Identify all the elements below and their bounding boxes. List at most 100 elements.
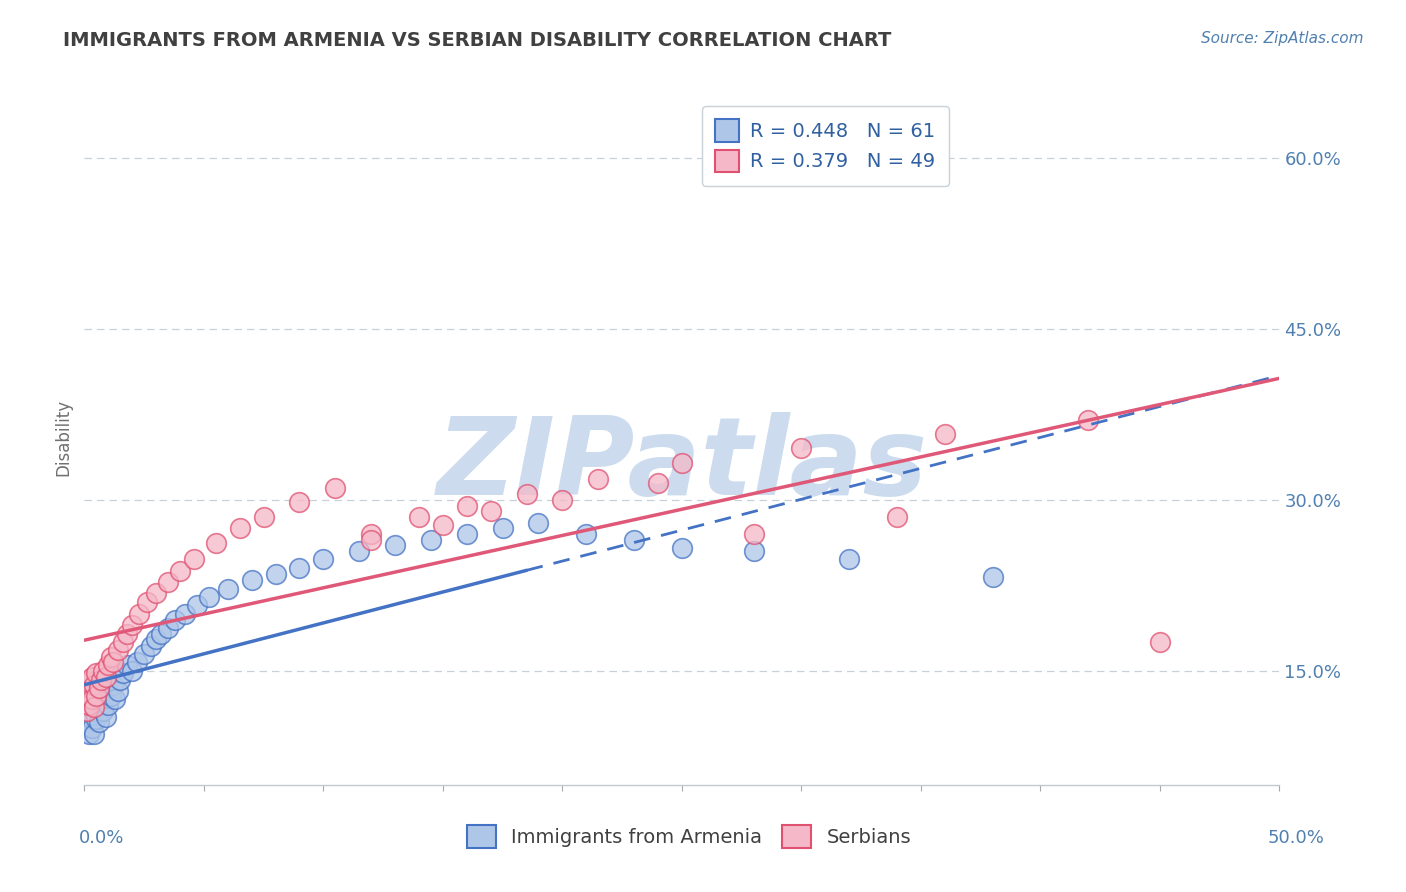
Point: [173, 607, 195, 621]
Point: [86, 689, 108, 703]
Point: [288, 495, 311, 509]
Text: IMMIGRANTS FROM ARMENIA VS SERBIAN DISABILITY CORRELATION CHART: IMMIGRANTS FROM ARMENIA VS SERBIAN DISAB…: [63, 31, 891, 50]
Point: [420, 533, 443, 547]
Point: [886, 510, 908, 524]
Point: [117, 658, 139, 673]
Point: [149, 627, 172, 641]
Point: [83, 700, 105, 714]
Point: [360, 527, 382, 541]
Point: [217, 582, 239, 596]
Point: [132, 647, 156, 661]
Point: [790, 442, 813, 456]
Point: [80, 712, 103, 726]
Point: [264, 566, 287, 581]
Point: [83, 677, 105, 691]
Point: [80, 670, 103, 684]
Point: [516, 487, 538, 501]
Point: [90, 698, 112, 712]
Text: 0.0%: 0.0%: [79, 829, 124, 847]
Point: [325, 482, 347, 496]
Point: [101, 655, 124, 669]
Point: [432, 517, 454, 532]
Y-axis label: Disability: Disability: [55, 399, 73, 475]
Point: [145, 632, 167, 646]
Point: [492, 521, 515, 535]
Point: [456, 499, 478, 513]
Point: [121, 664, 143, 678]
Point: [165, 613, 187, 627]
Point: [93, 704, 115, 718]
Point: [647, 475, 669, 490]
Point: [76, 715, 98, 730]
Point: [86, 712, 108, 726]
Point: [384, 538, 406, 552]
Point: [97, 698, 120, 712]
Point: [77, 675, 100, 690]
Point: [86, 666, 108, 681]
Point: [157, 621, 180, 635]
Point: [128, 607, 150, 621]
Point: [456, 527, 478, 541]
Point: [145, 586, 167, 600]
Point: [197, 590, 219, 604]
Point: [101, 677, 124, 691]
Point: [838, 552, 860, 566]
Legend: R = 0.448   N = 61, R = 0.379   N = 49: R = 0.448 N = 61, R = 0.379 N = 49: [702, 106, 949, 186]
Point: [77, 726, 100, 740]
Point: [80, 696, 103, 710]
Point: [83, 726, 105, 740]
Point: [76, 709, 98, 723]
Point: [1077, 413, 1099, 427]
Point: [76, 692, 98, 706]
Point: [97, 658, 120, 673]
Text: 50.0%: 50.0%: [1268, 829, 1324, 847]
Point: [80, 692, 103, 706]
Point: [104, 692, 127, 706]
Point: [97, 681, 120, 695]
Point: [86, 700, 108, 714]
Point: [229, 521, 252, 535]
Point: [76, 687, 98, 701]
Point: [76, 704, 98, 718]
Point: [117, 627, 139, 641]
Point: [312, 552, 335, 566]
Point: [87, 687, 110, 701]
Legend: Immigrants from Armenia, Serbians: Immigrants from Armenia, Serbians: [458, 817, 920, 855]
Point: [408, 510, 430, 524]
Point: [671, 456, 693, 470]
Point: [253, 510, 276, 524]
Point: [110, 673, 132, 687]
Point: [157, 574, 180, 589]
Point: [86, 692, 108, 706]
Point: [742, 527, 765, 541]
Point: [551, 492, 574, 507]
Point: [121, 618, 143, 632]
Point: [77, 698, 100, 712]
Point: [349, 544, 371, 558]
Point: [87, 715, 110, 730]
Text: Source: ZipAtlas.com: Source: ZipAtlas.com: [1201, 31, 1364, 46]
Point: [135, 595, 157, 609]
Point: [671, 541, 693, 555]
Point: [90, 673, 112, 687]
Point: [288, 561, 311, 575]
Point: [83, 681, 105, 695]
Point: [93, 664, 115, 678]
Point: [94, 670, 117, 684]
Point: [623, 533, 645, 547]
Point: [80, 721, 103, 735]
Point: [527, 516, 550, 530]
Point: [186, 598, 208, 612]
Point: [1149, 635, 1171, 649]
Point: [575, 527, 598, 541]
Point: [93, 692, 115, 706]
Point: [111, 666, 134, 681]
Point: [90, 675, 112, 690]
Point: [360, 533, 382, 547]
Point: [100, 689, 122, 703]
Point: [934, 426, 956, 441]
Text: ZIPatlas: ZIPatlas: [436, 412, 928, 518]
Point: [981, 570, 1004, 584]
Point: [77, 687, 100, 701]
Point: [107, 684, 129, 698]
